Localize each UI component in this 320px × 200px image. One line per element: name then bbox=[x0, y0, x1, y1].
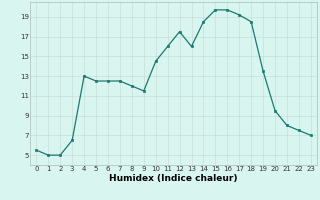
X-axis label: Humidex (Indice chaleur): Humidex (Indice chaleur) bbox=[109, 174, 238, 183]
